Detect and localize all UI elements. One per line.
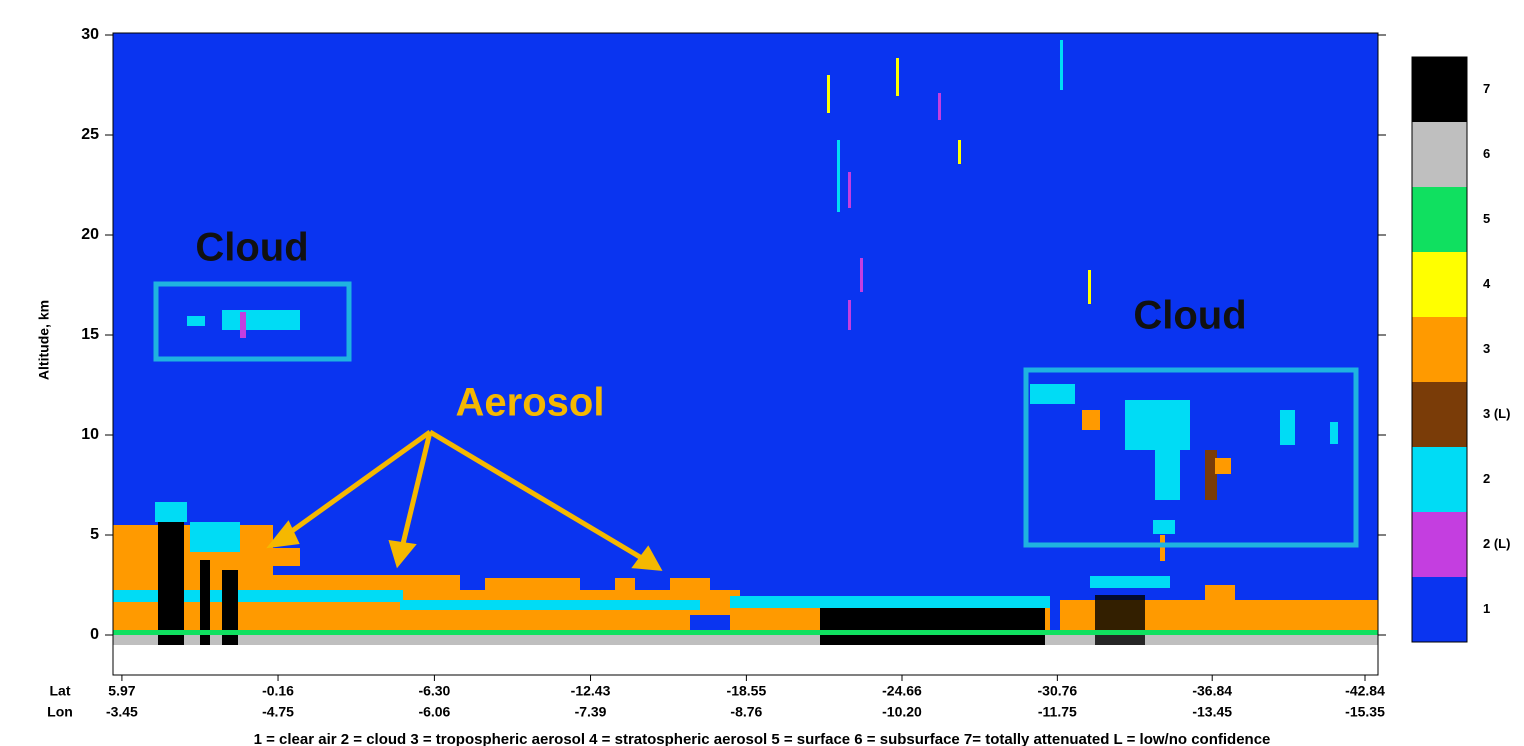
aerosol-region bbox=[485, 578, 580, 592]
cloud-region bbox=[1090, 576, 1170, 588]
annotation-text: Cloud bbox=[195, 226, 308, 270]
stratospheric-feature bbox=[1060, 40, 1063, 90]
colorbar-swatch bbox=[1412, 447, 1467, 512]
colorbar-swatch bbox=[1412, 122, 1467, 187]
aerosol-region bbox=[615, 578, 635, 592]
colorbar-label: 7 bbox=[1483, 81, 1490, 96]
colorbar-swatch bbox=[1412, 252, 1467, 317]
stratospheric-feature bbox=[848, 172, 851, 208]
legend-text: 1 = clear air 2 = cloud 3 = tropospheric… bbox=[254, 731, 1271, 746]
colorbar-label: 3 bbox=[1483, 341, 1490, 356]
cloud-region bbox=[1153, 520, 1175, 534]
lon-label: -4.75 bbox=[262, 704, 294, 720]
colorbar-swatch bbox=[1412, 382, 1467, 447]
colorbar-swatch bbox=[1412, 57, 1467, 122]
stratospheric-feature bbox=[837, 140, 840, 212]
colorbar-label: 6 bbox=[1483, 146, 1490, 161]
cloud-region bbox=[187, 316, 205, 326]
attenuated-region bbox=[820, 608, 1045, 645]
plot-area bbox=[113, 33, 1378, 675]
aerosol-region bbox=[250, 548, 300, 566]
cloud-region bbox=[190, 522, 240, 552]
colorbar-swatch bbox=[1412, 512, 1467, 577]
stratospheric-feature bbox=[1088, 270, 1091, 304]
aerosol-region bbox=[1205, 450, 1217, 500]
subsurface-band bbox=[113, 635, 1378, 645]
aerosol-region bbox=[1215, 458, 1231, 474]
x-tick-label: -18.55 bbox=[727, 683, 767, 699]
aerosol-region bbox=[1082, 410, 1100, 430]
aerosol-region bbox=[1160, 535, 1165, 561]
y-tick-label: 30 bbox=[81, 26, 99, 43]
annotation-text: Aerosol bbox=[456, 381, 605, 425]
stratospheric-feature bbox=[958, 140, 961, 164]
x-tick-label: -0.16 bbox=[262, 683, 294, 699]
colorbar-label: 2 bbox=[1483, 471, 1490, 486]
surface-line bbox=[113, 630, 1378, 635]
colorbar-label: 1 bbox=[1483, 601, 1490, 616]
lon-label: -6.06 bbox=[418, 704, 450, 720]
cloud-region bbox=[1155, 440, 1180, 500]
cloud-region bbox=[1280, 410, 1295, 445]
y-tick-label: 20 bbox=[81, 226, 99, 243]
cloud-region bbox=[240, 312, 246, 338]
lon-row-label: Lon bbox=[47, 704, 73, 720]
cloud-region bbox=[400, 600, 700, 610]
colorbar-label: 2 (L) bbox=[1483, 536, 1510, 551]
cloud-region bbox=[730, 596, 1050, 608]
chart: Altitude, km Lat Lon 1 = clear air 2 = c… bbox=[0, 0, 1524, 746]
lon-label: -7.39 bbox=[575, 704, 607, 720]
attenuated-region bbox=[158, 522, 184, 645]
y-tick-label: 10 bbox=[81, 426, 99, 443]
y-tick-label: 25 bbox=[81, 126, 99, 143]
stratospheric-feature bbox=[827, 75, 830, 113]
stratospheric-feature bbox=[848, 300, 851, 330]
x-tick-label: -30.76 bbox=[1038, 683, 1078, 699]
lon-label: -8.76 bbox=[730, 704, 762, 720]
x-tick-label: -42.84 bbox=[1345, 683, 1385, 699]
stratospheric-feature bbox=[896, 58, 899, 96]
stratospheric-feature bbox=[938, 93, 941, 120]
lon-label: -3.45 bbox=[106, 704, 138, 720]
lat-row-label: Lat bbox=[50, 683, 71, 699]
x-tick-label: -6.30 bbox=[418, 683, 450, 699]
attenuated-region bbox=[1095, 595, 1145, 645]
y-tick-label: 15 bbox=[81, 326, 99, 343]
y-tick-label: 5 bbox=[90, 526, 99, 543]
colorbar-swatch bbox=[1412, 187, 1467, 252]
colorbar-label: 3 (L) bbox=[1483, 406, 1510, 421]
cloud-region bbox=[1330, 422, 1338, 444]
lon-label: -15.35 bbox=[1345, 704, 1385, 720]
y-axis-label: Altitude, km bbox=[36, 300, 52, 380]
cloud-region bbox=[155, 502, 187, 522]
lon-label: -10.20 bbox=[882, 704, 922, 720]
lon-label: -11.75 bbox=[1038, 704, 1077, 720]
stratospheric-feature bbox=[860, 258, 863, 292]
aerosol-region bbox=[1205, 585, 1235, 605]
colorbar-swatch bbox=[1412, 577, 1467, 642]
aerosol-region bbox=[670, 578, 710, 592]
lon-label: -13.45 bbox=[1192, 704, 1232, 720]
y-tick-label: 0 bbox=[90, 626, 99, 643]
cloud-region bbox=[113, 590, 403, 602]
colorbar-swatch bbox=[1412, 317, 1467, 382]
x-tick-label: 5.97 bbox=[108, 683, 135, 699]
cloud-region bbox=[1030, 384, 1075, 404]
cloud-region bbox=[222, 310, 300, 330]
x-tick-label: -36.84 bbox=[1192, 683, 1232, 699]
x-tick-label: -24.66 bbox=[882, 683, 922, 699]
annotation-text: Cloud bbox=[1133, 294, 1246, 338]
colorbar-label: 4 bbox=[1483, 276, 1491, 291]
x-tick-label: -12.43 bbox=[571, 683, 611, 699]
colorbar-label: 5 bbox=[1483, 211, 1490, 226]
